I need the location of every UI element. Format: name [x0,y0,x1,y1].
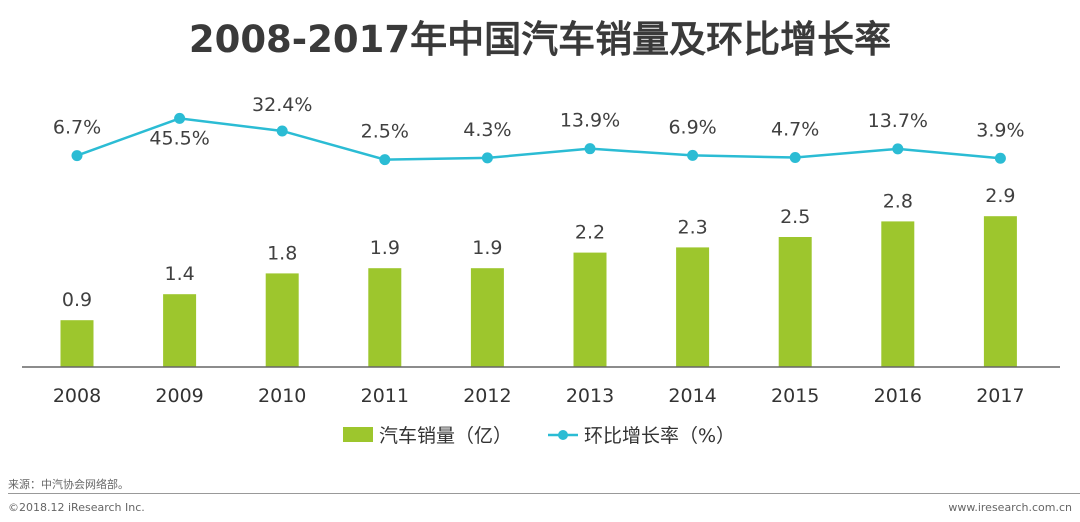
line-point-2012 [481,152,493,164]
bar-label-2015: 2.5 [780,206,810,228]
bar-2012 [470,268,504,367]
copyright: ©2018.12 iResearch Inc. [8,501,145,514]
line-label-2015: 4.7% [771,118,819,140]
x-tick-2016: 2016 [874,385,922,407]
source-note: 来源：中汽协会网络部。 [8,478,129,491]
bar-2008 [60,320,94,367]
bar-label-2009: 1.4 [164,263,194,285]
chart-title: 2008-2017年中国汽车销量及环比增长率 [189,18,891,61]
legend-line-marker [558,430,568,440]
bar-2009 [163,294,197,367]
bar-label-2013: 2.2 [575,222,605,244]
line-point-2010 [276,125,288,137]
line-point-2017 [994,152,1006,164]
x-tick-2012: 2012 [463,385,511,407]
bar-2016 [881,221,915,367]
line-series: 6.7% 45.5% 32.4% 2.5% 4.3% 13.9% 6.9% 4.7% 13.7%… [53,94,1025,166]
x-tick-2013: 2013 [566,385,614,407]
x-tick-2011: 2011 [361,385,409,407]
legend: 汽车销量（亿） 环比增长率（%） [343,425,735,447]
line-label-2010: 32.4% [252,94,312,116]
legend-line-label: 环比增长率（%） [584,425,735,447]
footer-divider [8,493,1080,494]
line-label-2008: 6.7% [53,117,101,139]
legend-bar-label: 汽车销量（亿） [379,425,512,447]
line-point-2009 [174,112,186,124]
bar-2014 [676,247,710,367]
line-label-2009: 45.5% [149,127,209,149]
line-point-2008 [71,150,83,162]
bar-2017 [983,216,1017,367]
line-label-2016: 13.7% [868,110,928,132]
bar-label-2014: 2.3 [677,216,707,238]
line-label-2011: 2.5% [361,121,409,143]
line-label-2012: 4.3% [463,119,511,141]
line-label-2017: 3.9% [976,119,1024,141]
line-point-2016 [892,143,904,155]
line-label-2014: 6.9% [668,116,716,138]
x-tick-2014: 2014 [668,385,716,407]
x-tick-2008: 2008 [53,385,101,407]
bar-2015 [778,237,812,367]
bar-label-2011: 1.9 [370,237,400,259]
bar-series: 0.9 1.4 1.8 1.9 1.9 2.2 2.3 2.5 2.8 2.9 [60,185,1017,367]
line-point-2014 [687,149,699,161]
growth-rate-line [76,117,1001,161]
bar-label-2010: 1.8 [267,242,297,264]
line-point-2013 [584,143,596,155]
website-link[interactable]: www.iresearch.com.cn [948,501,1072,514]
bar-2010 [265,273,299,367]
line-point-2015 [789,151,801,163]
bar-label-2017: 2.9 [985,185,1015,207]
line-point-2011 [379,154,391,166]
bar-2011 [368,268,402,367]
bar-label-2016: 2.8 [883,190,913,212]
x-tick-labels: 2008 2009 2010 2011 2012 2013 2014 2015 2016 2017 [53,385,1025,407]
x-tick-2009: 2009 [155,385,203,407]
bar-label-2012: 1.9 [472,237,502,259]
bar-2013 [573,252,607,367]
bar-label-2008: 0.9 [62,289,92,311]
legend-bar-swatch [343,427,373,442]
x-tick-2010: 2010 [258,385,306,407]
x-tick-2017: 2017 [976,385,1024,407]
x-tick-2015: 2015 [771,385,819,407]
line-label-2013: 13.9% [560,110,620,132]
